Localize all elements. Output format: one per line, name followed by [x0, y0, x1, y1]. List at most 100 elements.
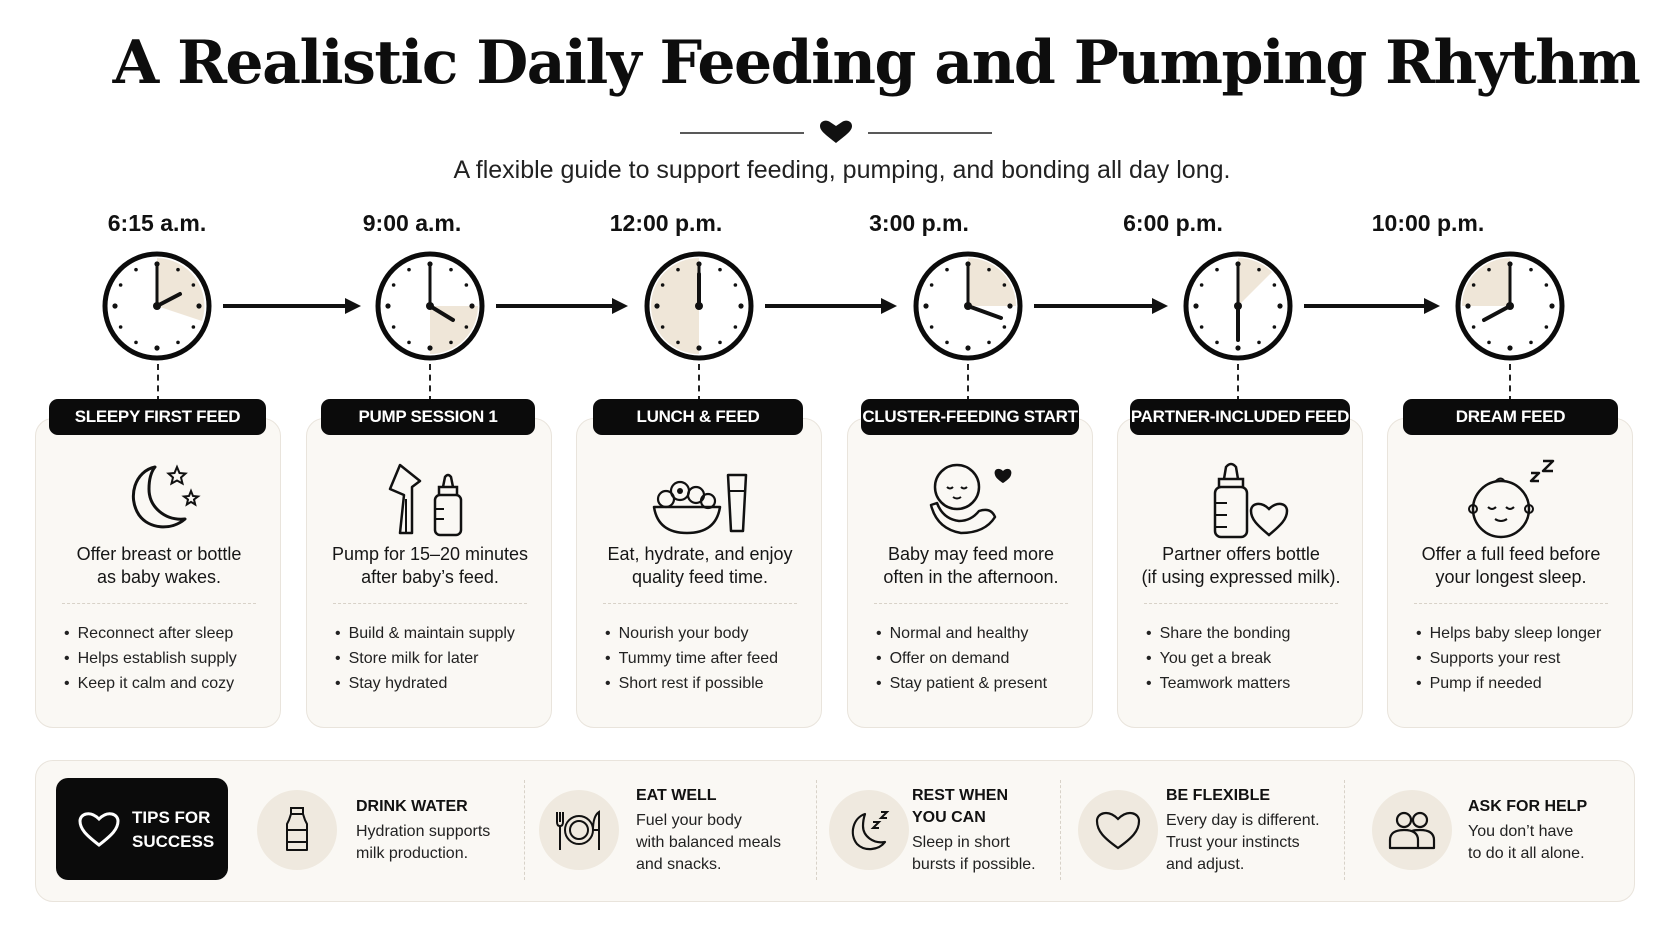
list-item: Tummy time after feed — [605, 646, 815, 671]
step-description: Offer a full feed before your longest sle… — [1421, 544, 1601, 587]
clock-tick — [1487, 340, 1491, 345]
step-description: Offer breast or bottle as baby wakes. — [76, 544, 242, 587]
tip-separator — [1344, 780, 1345, 880]
clock-tick — [1471, 283, 1476, 287]
clock-tick — [1487, 267, 1491, 272]
clock-tick — [718, 267, 722, 272]
clock-tick — [1544, 283, 1549, 287]
clock-tick — [176, 267, 180, 272]
clock-tick — [1277, 303, 1283, 309]
clock-tick — [654, 303, 660, 309]
clock-tick — [923, 303, 929, 309]
bullet-list: Nourish your body Tummy time after feed … — [605, 621, 815, 696]
bullet-list: Helps baby sleep longer Supports your re… — [1416, 621, 1626, 696]
heart-icon — [1095, 812, 1141, 850]
clock-tick — [191, 325, 196, 329]
step-label: DREAM FEED — [1403, 399, 1618, 435]
card-divider — [874, 603, 1068, 604]
tip-icon-circle — [539, 790, 619, 870]
clock-tick — [449, 340, 453, 345]
clock-tick — [1529, 267, 1533, 272]
step-description: Pump for 15–20 minutes after baby’s feed. — [331, 544, 529, 587]
clock-tick — [733, 325, 738, 329]
tip-text: Every day is different. Trust your instin… — [1166, 812, 1320, 873]
sleeping-baby-icon — [1468, 459, 1555, 539]
card-divider — [603, 603, 797, 604]
clock-tick — [1544, 325, 1549, 329]
time-label: 6:00 p.m. — [1123, 210, 1223, 236]
clock-icon — [375, 251, 485, 361]
tips-badge: TIPS FOR SUCCESS — [56, 778, 228, 880]
water-bottle-icon — [286, 807, 308, 851]
tip-text: Hydration supports milk production. — [356, 823, 491, 862]
clock-tick — [1257, 340, 1261, 345]
step-description: Baby may feed more often in the afternoon… — [883, 544, 1059, 587]
clock-tick — [1007, 303, 1013, 309]
bullet-list: Normal and healthy Offer on demand Stay … — [876, 621, 1086, 696]
clock-tick — [945, 267, 949, 272]
held-baby-icon — [929, 463, 1012, 535]
clock-tick — [660, 325, 665, 329]
clock-tick — [427, 345, 433, 351]
step-description: Partner offers bottle (if using expressed… — [1141, 544, 1341, 587]
tip-separator — [524, 780, 525, 880]
clock-tick — [676, 340, 680, 345]
step-label: PUMP SESSION 1 — [321, 399, 535, 435]
clock-tick — [469, 303, 475, 309]
card-divider — [1144, 603, 1338, 604]
tip-icon-circle — [257, 790, 337, 870]
salad-bowl-icon — [652, 473, 748, 535]
clock-icon — [1183, 251, 1293, 361]
list-item: Pump if needed — [1416, 671, 1626, 696]
plate-cutlery-icon — [556, 810, 600, 850]
clock-tick — [1272, 283, 1277, 287]
tip-text: Fuel your body with balanced meals and sna… — [636, 812, 781, 873]
bullet-list: Reconnect after sleep Helps establish su… — [64, 621, 274, 696]
heart-icon — [820, 120, 852, 143]
heart-icon — [78, 812, 120, 847]
tip-icon-circle — [829, 790, 909, 870]
tip-separator — [816, 780, 817, 880]
moon-stars-icon — [131, 464, 201, 529]
clock-tick — [965, 345, 971, 351]
people-icon — [1388, 811, 1436, 850]
connector-line — [157, 364, 159, 402]
list-item: Stay patient & present — [876, 671, 1086, 696]
clock-tick — [176, 340, 180, 345]
list-item: Supports your rest — [1416, 646, 1626, 671]
step-card: Baby may feed more often in the afternoon… — [847, 418, 1093, 728]
step-label: LUNCH & FEED — [593, 399, 803, 435]
clock-tick — [696, 345, 702, 351]
time-label: 10:00 p.m. — [1371, 210, 1485, 236]
step-card: Eat, hydrate, and enjoy quality feed time… — [576, 418, 822, 728]
list-item: Nourish your body — [605, 621, 815, 646]
clock-tick — [449, 267, 453, 272]
time-label: 6:15 a.m. — [107, 210, 207, 236]
tip-title: EAT WELL — [636, 787, 717, 804]
clock-icon — [644, 251, 754, 361]
step-label: SLEEPY FIRST FEED — [49, 399, 266, 435]
breast-pump-icon — [388, 463, 463, 537]
card-divider — [333, 603, 527, 604]
list-item: Helps establish supply — [64, 646, 274, 671]
time-label: 12:00 p.m. — [609, 210, 723, 236]
tip-title: BE FLEXIBLE — [1166, 787, 1271, 804]
tips-badge-label: TIPS FOR SUCCESS — [132, 808, 215, 851]
connector-line — [1509, 364, 1511, 402]
clock-tick — [196, 303, 202, 309]
connector-line — [698, 364, 700, 402]
tip-separator — [1060, 780, 1061, 880]
tip-text: You don’t have to do it all alone. — [1468, 823, 1585, 862]
card-divider — [62, 603, 256, 604]
tip-title: REST WHEN YOU CAN — [912, 787, 1008, 826]
step-card: Partner offers bottle (if using expressed… — [1117, 418, 1363, 728]
heart-divider — [680, 120, 992, 143]
page-subtitle: A flexible guide to support feeding, pum… — [453, 156, 1231, 184]
clock-icon — [1455, 251, 1565, 361]
clock-tick — [464, 283, 469, 287]
clock-tick — [945, 340, 949, 345]
tip-icon-circle — [1078, 790, 1158, 870]
step-card: Offer a full feed before your longest sle… — [1387, 418, 1633, 728]
clock-tick — [1002, 325, 1007, 329]
